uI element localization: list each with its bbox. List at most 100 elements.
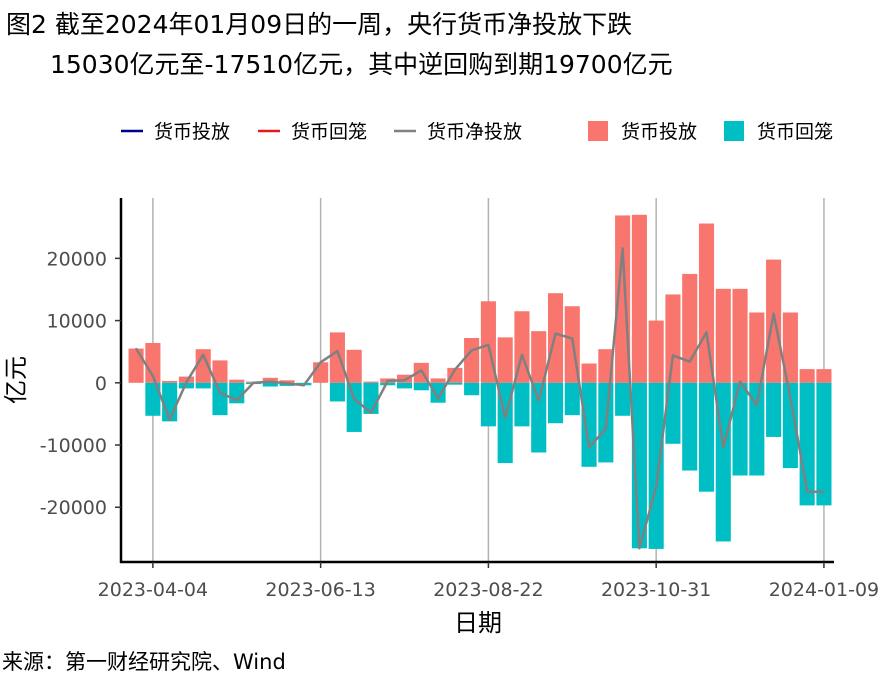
x-tick-label-3: 2023-10-31 bbox=[601, 579, 711, 601]
net-point-28 bbox=[605, 428, 607, 430]
net-point-7 bbox=[252, 382, 255, 384]
net-point-33 bbox=[688, 360, 691, 363]
bar-injection-29 bbox=[615, 215, 631, 383]
bar-injection-37 bbox=[749, 312, 765, 383]
net-point-36 bbox=[739, 380, 741, 383]
net-point-14 bbox=[370, 411, 372, 414]
net-point-4 bbox=[202, 354, 205, 356]
bar-withdrawal-41 bbox=[816, 382, 832, 506]
y-tick-label-3: 10000 bbox=[47, 311, 107, 333]
y-axis-ticks: -20000 -10000 0 10000 20000 bbox=[40, 248, 121, 519]
bar-injection-1 bbox=[145, 342, 161, 383]
bar-injection-32 bbox=[665, 294, 681, 383]
y-tick-label-1: -10000 bbox=[40, 435, 107, 457]
bar-withdrawal-16 bbox=[396, 382, 413, 389]
x-tick-label-2: 2023-08-22 bbox=[433, 579, 543, 601]
bar-withdrawal-31 bbox=[648, 382, 664, 549]
bar-injection-31 bbox=[648, 320, 664, 383]
legend-label-4: 货币回笼 bbox=[757, 121, 833, 143]
bar-withdrawal-12 bbox=[329, 382, 345, 402]
bar-injection-2 bbox=[162, 380, 178, 383]
net-injection-line-series bbox=[135, 247, 825, 550]
net-point-3 bbox=[185, 381, 188, 383]
bar-injection-3 bbox=[178, 376, 194, 383]
net-point-41 bbox=[823, 490, 825, 493]
net-point-12 bbox=[336, 350, 339, 352]
bar-withdrawal-13 bbox=[346, 382, 362, 432]
bar-injection-6 bbox=[229, 379, 245, 383]
net-point-5 bbox=[219, 391, 221, 394]
net-injection-line bbox=[135, 247, 824, 550]
net-point-35 bbox=[722, 446, 725, 449]
legend-label-1: 货币回笼 bbox=[291, 121, 367, 143]
legend-label-0: 货币投放 bbox=[154, 121, 230, 143]
net-point-19 bbox=[454, 368, 456, 371]
net-point-29 bbox=[621, 247, 624, 250]
chart-title-line1: 图2 截至2024年01月09日的一周，央行货币净投放下跌 bbox=[6, 10, 633, 39]
net-point-15 bbox=[386, 380, 389, 382]
bar-injection-11 bbox=[313, 362, 329, 383]
net-point-24 bbox=[537, 400, 540, 402]
x-axis-label: 日期 bbox=[454, 609, 502, 637]
legend-label-2: 货币净投放 bbox=[427, 121, 522, 143]
bar-withdrawal-18 bbox=[430, 382, 446, 403]
legend-label-3: 货币投放 bbox=[621, 121, 697, 143]
bar-injection-22 bbox=[497, 337, 513, 383]
chart-legend: 货币投放 货币回笼 货币净投放 货币投放 货币回笼 bbox=[121, 121, 833, 143]
bar-injection-20 bbox=[464, 338, 480, 383]
bar-injection-14 bbox=[363, 381, 379, 383]
net-point-22 bbox=[504, 416, 506, 419]
bar-withdrawal-26 bbox=[564, 382, 580, 416]
source-note: 来源：第一财经研究院、Wind bbox=[2, 650, 286, 674]
net-point-2 bbox=[168, 418, 171, 421]
bar-injection-18 bbox=[430, 378, 446, 383]
x-tick-label-1: 2023-06-13 bbox=[265, 579, 375, 601]
y-tick-label-2: 0 bbox=[95, 373, 107, 395]
bar-withdrawal-8 bbox=[262, 382, 278, 387]
net-point-1 bbox=[152, 375, 154, 377]
net-point-23 bbox=[521, 354, 523, 356]
bar-withdrawal-33 bbox=[682, 382, 698, 471]
bar-injection-24 bbox=[531, 331, 547, 383]
bar-injection-41 bbox=[816, 369, 832, 383]
net-point-9 bbox=[286, 382, 288, 385]
bar-injection-13 bbox=[346, 349, 362, 383]
chart-title-line2: 15030亿元至-17510亿元，其中逆回购到期19700亿元 bbox=[50, 50, 673, 79]
bar-injection-38 bbox=[766, 259, 782, 383]
bar-injection-16 bbox=[396, 374, 413, 383]
bar-withdrawal-29 bbox=[615, 382, 631, 416]
bar-injection-35 bbox=[715, 288, 731, 383]
bar-withdrawal-20 bbox=[464, 382, 480, 396]
bar-withdrawal-37 bbox=[749, 382, 765, 476]
y-tick-label-4: 20000 bbox=[47, 248, 107, 270]
net-point-37 bbox=[756, 404, 758, 407]
bar-series bbox=[128, 214, 832, 549]
net-point-6 bbox=[235, 399, 238, 402]
bar-withdrawal-5 bbox=[212, 382, 228, 416]
net-point-27 bbox=[588, 446, 590, 449]
net-point-8 bbox=[269, 380, 272, 383]
legend-key-bar-3 bbox=[588, 121, 608, 141]
net-point-40 bbox=[806, 490, 808, 493]
bar-withdrawal-30 bbox=[631, 382, 647, 549]
net-point-26 bbox=[571, 337, 574, 340]
bar-injection-4 bbox=[195, 349, 211, 383]
bar-withdrawal-19 bbox=[447, 382, 463, 385]
x-axis-ticks: 2023-04-04 2023-06-13 2023-08-22 2023-10-31… bbox=[98, 562, 879, 601]
bar-injection-5 bbox=[212, 360, 228, 383]
bar-injection-12 bbox=[329, 332, 345, 383]
bar-withdrawal-36 bbox=[732, 382, 748, 476]
net-point-17 bbox=[420, 369, 423, 372]
bar-withdrawal-2 bbox=[162, 382, 178, 422]
bar-injection-0 bbox=[128, 348, 144, 383]
net-point-20 bbox=[470, 349, 473, 352]
net-point-31 bbox=[655, 485, 657, 488]
bar-withdrawal-21 bbox=[480, 382, 496, 427]
bar-injection-40 bbox=[799, 369, 815, 383]
bar-withdrawal-39 bbox=[782, 382, 798, 469]
legend-key-bar-4 bbox=[724, 121, 744, 141]
bar-injection-19 bbox=[447, 367, 463, 383]
bar-injection-30 bbox=[631, 214, 647, 383]
net-point-18 bbox=[437, 397, 439, 400]
